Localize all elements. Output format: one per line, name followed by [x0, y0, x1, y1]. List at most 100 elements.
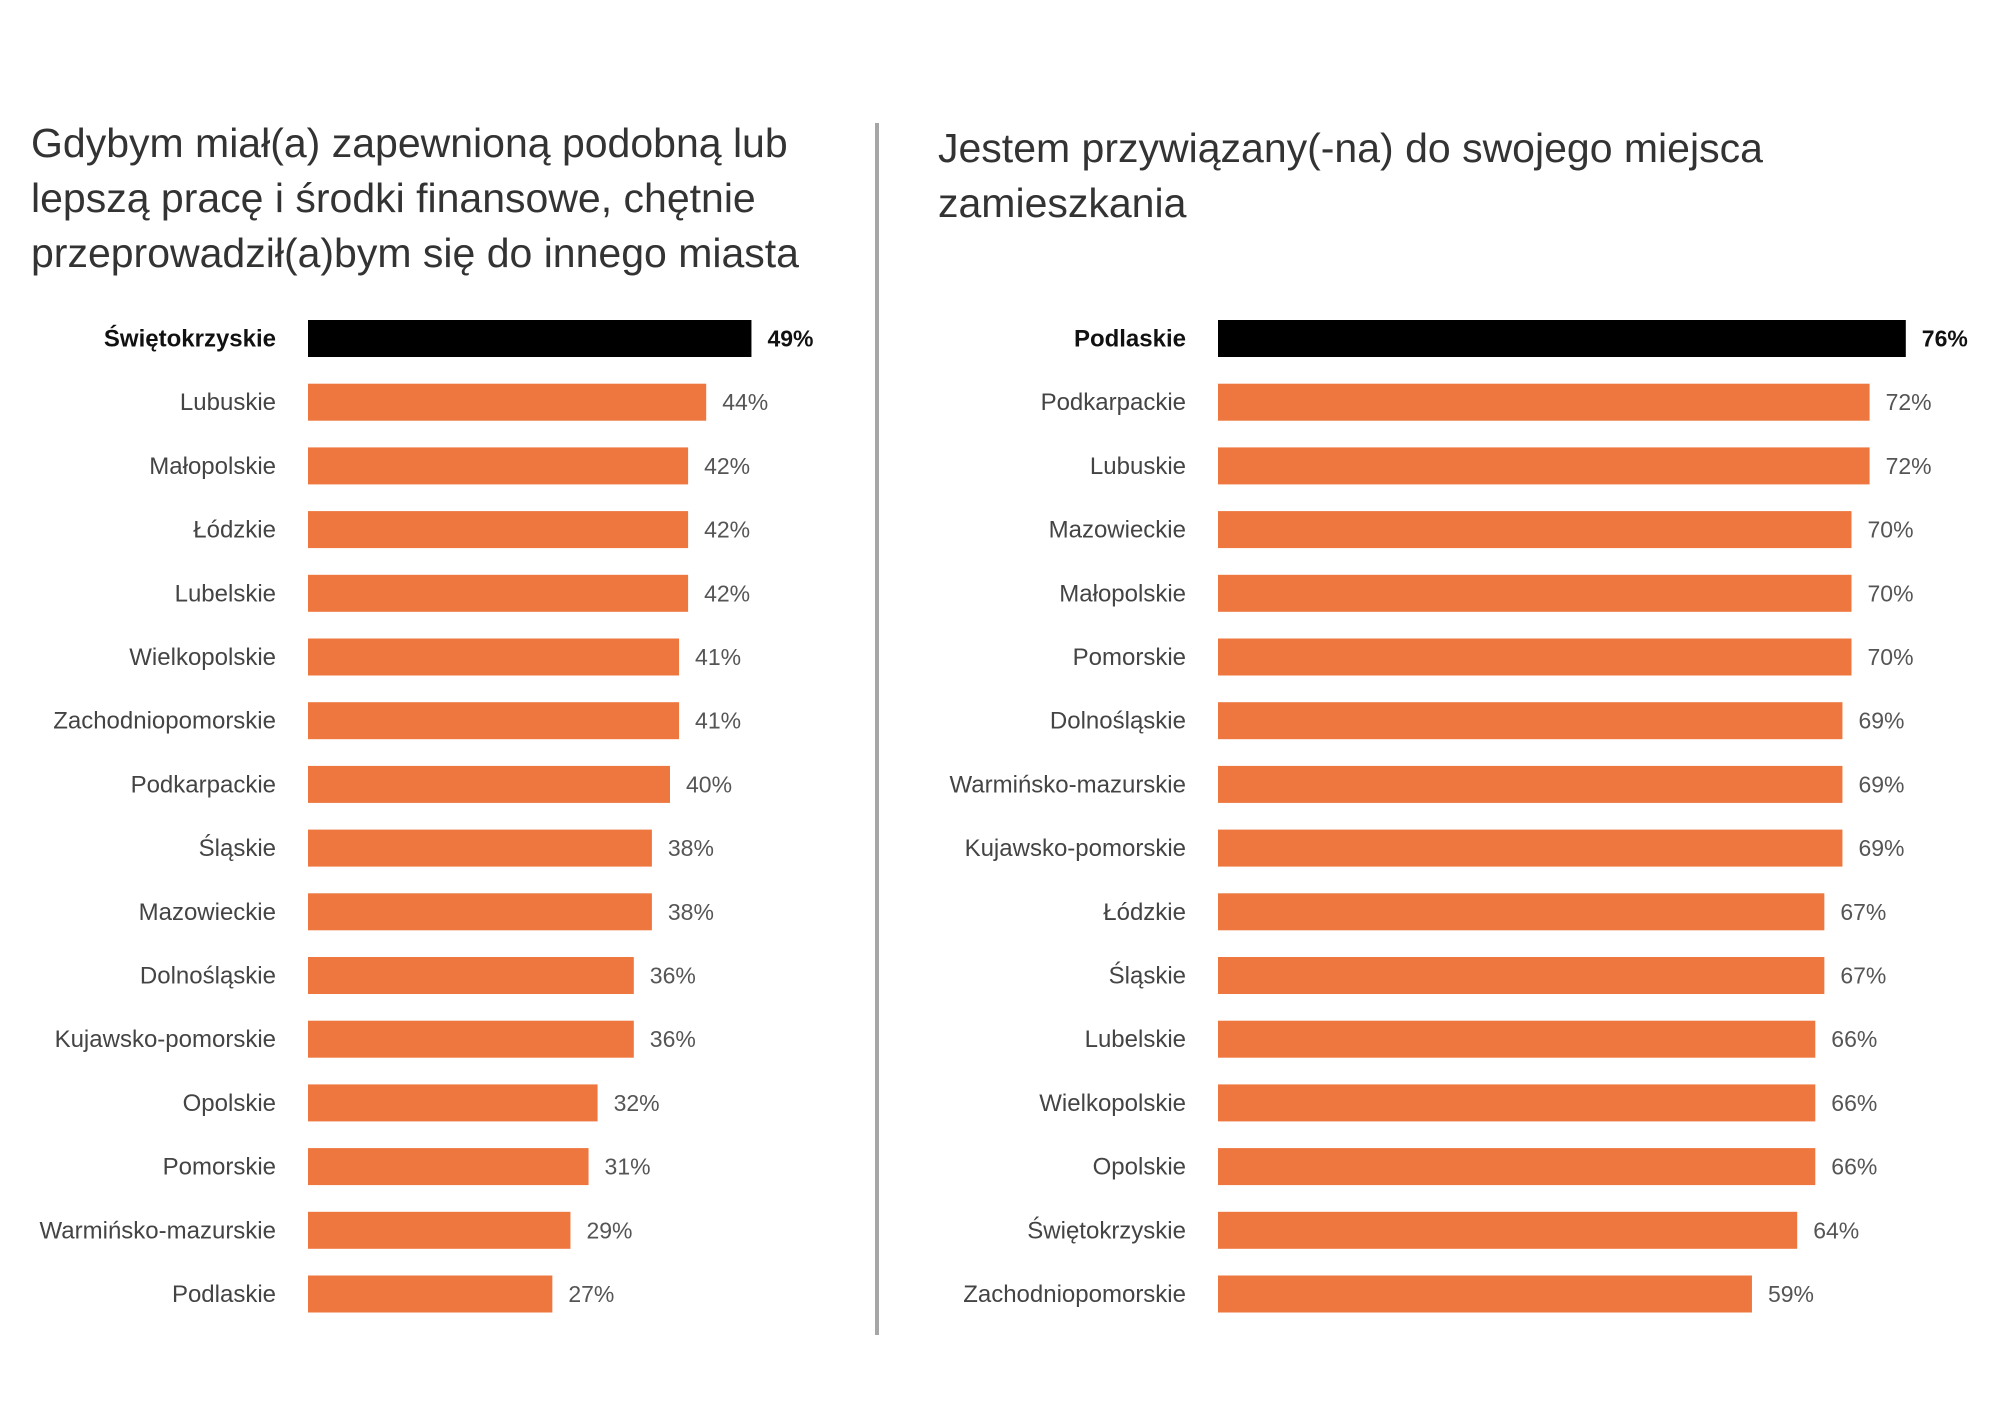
bar	[1218, 957, 1825, 994]
value-label: 67%	[1840, 963, 1886, 989]
category-label: Pomorskie	[163, 1154, 276, 1181]
bar	[308, 1275, 553, 1313]
bar	[1218, 765, 1843, 803]
value-label: 66%	[1831, 1154, 1877, 1180]
bar	[308, 638, 680, 676]
bar	[1218, 638, 1852, 676]
bar	[1218, 447, 1870, 485]
value-label: 40%	[686, 771, 732, 797]
category-label: Pomorskie	[1073, 644, 1186, 671]
category-label: Łódzkie	[1103, 899, 1186, 926]
value-label: 70%	[1868, 644, 1914, 670]
bar	[308, 320, 752, 357]
category-label: Podlaskie	[172, 1281, 276, 1308]
bar-chart-right: Podlaskie 76% Podkarpackie 72% Lubuskie 72% Ma…	[950, 320, 1968, 1313]
value-label: 42%	[704, 517, 750, 543]
value-label: 41%	[695, 708, 741, 734]
category-label: Opolskie	[183, 1090, 276, 1117]
value-label: 59%	[1768, 1281, 1814, 1307]
category-label: Świętokrzyskie	[104, 325, 276, 353]
value-label: 32%	[614, 1090, 660, 1116]
category-label: Śląskie	[1109, 962, 1186, 990]
value-label: 66%	[1831, 1026, 1877, 1052]
category-label: Podkarpackie	[131, 771, 276, 798]
bar	[308, 702, 680, 740]
value-label: 70%	[1868, 517, 1914, 543]
category-label: Lubelskie	[175, 580, 276, 607]
bar	[308, 957, 634, 994]
value-label: 66%	[1831, 1090, 1877, 1116]
category-label: Lubuskie	[1090, 453, 1186, 480]
value-label: 42%	[704, 453, 750, 479]
value-label: 69%	[1858, 835, 1904, 861]
bar	[1218, 1020, 1816, 1058]
category-label: Zachodniopomorskie	[963, 1281, 1186, 1308]
value-label: 69%	[1858, 771, 1904, 797]
bar	[308, 574, 689, 612]
category-label: Kujawsko-pomorskie	[965, 835, 1186, 862]
bar	[1218, 702, 1843, 740]
chart-title-right: Jestem przywiązany(-na) do swojego miejs…	[938, 125, 1763, 226]
chart-title-left: Gdybym miał(a) zapewnioną podobną lub le…	[31, 120, 799, 276]
value-label: 49%	[767, 326, 813, 352]
value-label: 41%	[695, 644, 741, 670]
bar	[1218, 893, 1825, 931]
chart-panel-left: Gdybym miał(a) zapewnioną podobną lub le…	[0, 0, 875, 1414]
bar	[1218, 320, 1906, 357]
category-label: Łódzkie	[193, 517, 276, 544]
bar	[308, 1211, 571, 1249]
category-label: Opolskie	[1093, 1154, 1186, 1181]
bar	[1218, 1084, 1816, 1122]
bar	[1218, 1275, 1752, 1313]
category-label: Mazowieckie	[139, 899, 276, 926]
value-label: 70%	[1868, 580, 1914, 606]
value-label: 76%	[1922, 326, 1968, 352]
bar-chart-left: Świętokrzyskie 49% Lubuskie 44% Małopolskie 4…	[40, 320, 813, 1313]
value-label: 31%	[605, 1154, 651, 1180]
value-label: 38%	[668, 835, 714, 861]
category-label: Warmińsko-mazurskie	[950, 771, 1186, 798]
category-label: Wielkopolskie	[129, 644, 276, 671]
value-label: 42%	[704, 580, 750, 606]
value-label: 67%	[1840, 899, 1886, 925]
bar	[308, 1148, 589, 1186]
bar	[308, 765, 670, 803]
bar	[308, 511, 689, 549]
category-label: Podkarpackie	[1041, 389, 1186, 416]
value-label: 72%	[1886, 453, 1932, 479]
panel-divider	[875, 123, 879, 1335]
value-label: 72%	[1886, 389, 1932, 415]
category-label: Podlaskie	[1074, 326, 1186, 353]
value-label: 69%	[1858, 708, 1904, 734]
category-label: Dolnośląskie	[1050, 708, 1186, 735]
bar	[1218, 383, 1870, 421]
category-label: Kujawsko-pomorskie	[55, 1026, 276, 1053]
category-label: Małopolskie	[149, 453, 276, 480]
value-label: 44%	[722, 389, 768, 415]
bar	[308, 829, 652, 867]
category-label: Zachodniopomorskie	[53, 708, 276, 735]
bar	[308, 1020, 634, 1058]
category-label: Wielkopolskie	[1039, 1090, 1186, 1117]
value-label: 38%	[668, 899, 714, 925]
category-label: Lubuskie	[180, 389, 276, 416]
value-label: 29%	[586, 1217, 632, 1243]
bar	[308, 893, 652, 931]
bar	[308, 1084, 598, 1122]
value-label: 36%	[650, 963, 696, 989]
bar	[308, 447, 689, 485]
bar	[1218, 829, 1843, 867]
category-label: Śląskie	[199, 834, 276, 862]
bar	[308, 383, 707, 421]
category-label: Lubelskie	[1085, 1026, 1186, 1053]
value-label: 27%	[568, 1281, 614, 1307]
category-label: Dolnośląskie	[140, 963, 276, 990]
bar	[1218, 1211, 1798, 1249]
category-label: Świętokrzyskie	[1027, 1216, 1186, 1244]
category-label: Małopolskie	[1059, 580, 1186, 607]
bar	[1218, 574, 1852, 612]
value-label: 36%	[650, 1026, 696, 1052]
value-label: 64%	[1813, 1217, 1859, 1243]
category-label: Mazowieckie	[1049, 517, 1186, 544]
bar	[1218, 1148, 1816, 1186]
